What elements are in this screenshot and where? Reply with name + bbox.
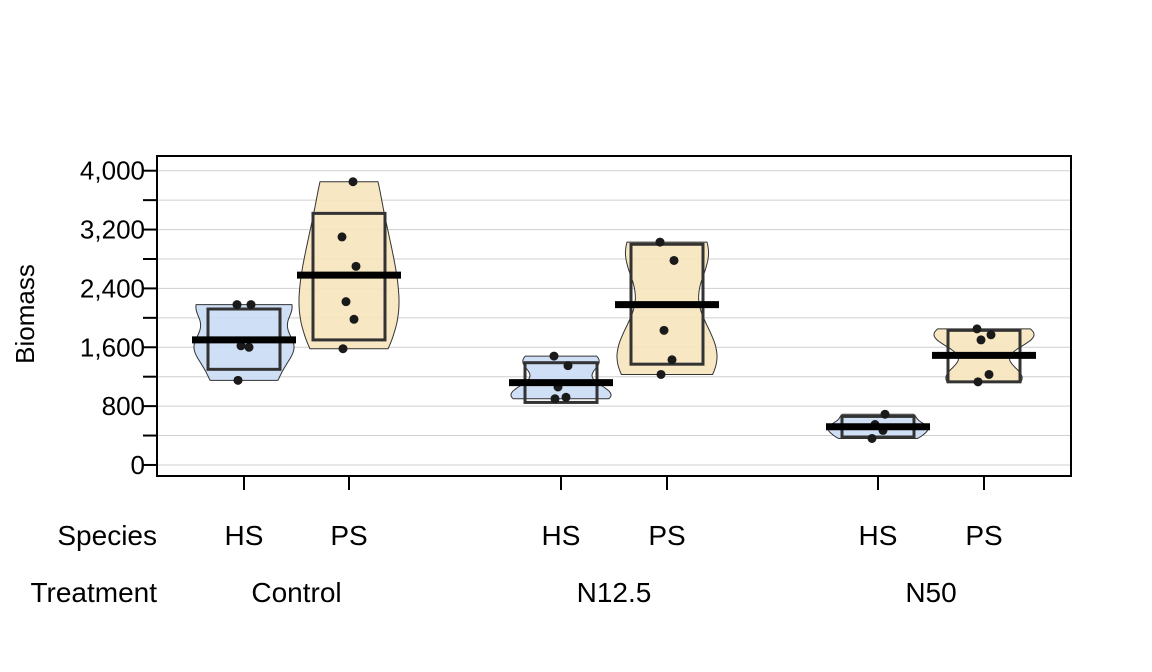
data-point [667, 355, 677, 365]
beans [193, 181, 1035, 439]
data-point [986, 330, 996, 340]
data-point [549, 351, 559, 361]
y-tick-label: 3,200 [80, 215, 145, 245]
data-point [669, 255, 679, 265]
plot-area-frame [156, 155, 1072, 477]
y-tick-label: 2,400 [80, 273, 145, 303]
y-axis-title: Biomass [10, 264, 40, 364]
y-tick-label: 1,600 [80, 332, 145, 362]
data-point [341, 297, 351, 307]
data-point [655, 237, 665, 247]
y-tick-label: 0 [131, 450, 145, 480]
data-point [867, 433, 877, 443]
data-point [348, 177, 358, 187]
row-label-treatment: Treatment [30, 577, 157, 608]
treatment-label: Control [251, 577, 341, 608]
x-axis: HS PS Control HS PS N12.5 HS PS N50 [225, 476, 1003, 608]
data-point [976, 335, 986, 345]
bean-Control-PS [298, 181, 400, 350]
data-point [550, 394, 560, 404]
species-label: HS [225, 520, 264, 551]
data-point [351, 261, 361, 271]
mean-lines [192, 271, 1036, 431]
data-point [973, 377, 983, 387]
data-point [561, 392, 571, 402]
data-point [236, 341, 246, 351]
bean-N12.5-PS [616, 241, 718, 375]
data-point [349, 314, 359, 324]
data-point [233, 375, 243, 385]
data-point [232, 300, 242, 310]
treatment-label: N12.5 [577, 577, 652, 608]
data-point [337, 232, 347, 242]
y-tick-label: 800 [102, 391, 145, 421]
data-point [880, 409, 890, 419]
species-label: PS [330, 520, 367, 551]
data-point [338, 344, 348, 354]
data-point [972, 324, 982, 334]
y-tick-label: 4,000 [80, 156, 145, 186]
data-point [246, 300, 256, 310]
data-point [984, 369, 994, 379]
species-label: PS [965, 520, 1002, 551]
y-axis: 0 800 1,600 2,400 3,200 4,000 [80, 156, 157, 480]
data-point [659, 325, 669, 335]
data-point [656, 369, 666, 379]
species-label: HS [542, 520, 581, 551]
species-label: PS [648, 520, 685, 551]
species-label: HS [859, 520, 898, 551]
row-label-species: Species [57, 520, 157, 551]
data-point [244, 342, 254, 352]
treatment-label: N50 [905, 577, 956, 608]
grid-lines [157, 170, 1071, 466]
data-point [563, 361, 573, 371]
